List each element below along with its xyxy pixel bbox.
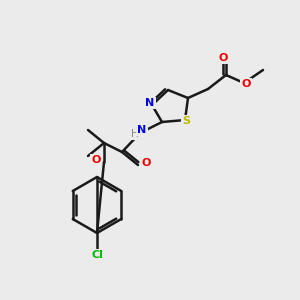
Text: O: O — [141, 158, 151, 168]
Text: O: O — [91, 155, 101, 165]
Text: O: O — [241, 79, 251, 89]
Text: N: N — [137, 125, 147, 135]
Text: N: N — [146, 98, 154, 108]
Text: O: O — [218, 53, 228, 63]
Text: S: S — [182, 116, 190, 126]
Text: H: H — [131, 129, 139, 139]
Text: Cl: Cl — [91, 250, 103, 260]
